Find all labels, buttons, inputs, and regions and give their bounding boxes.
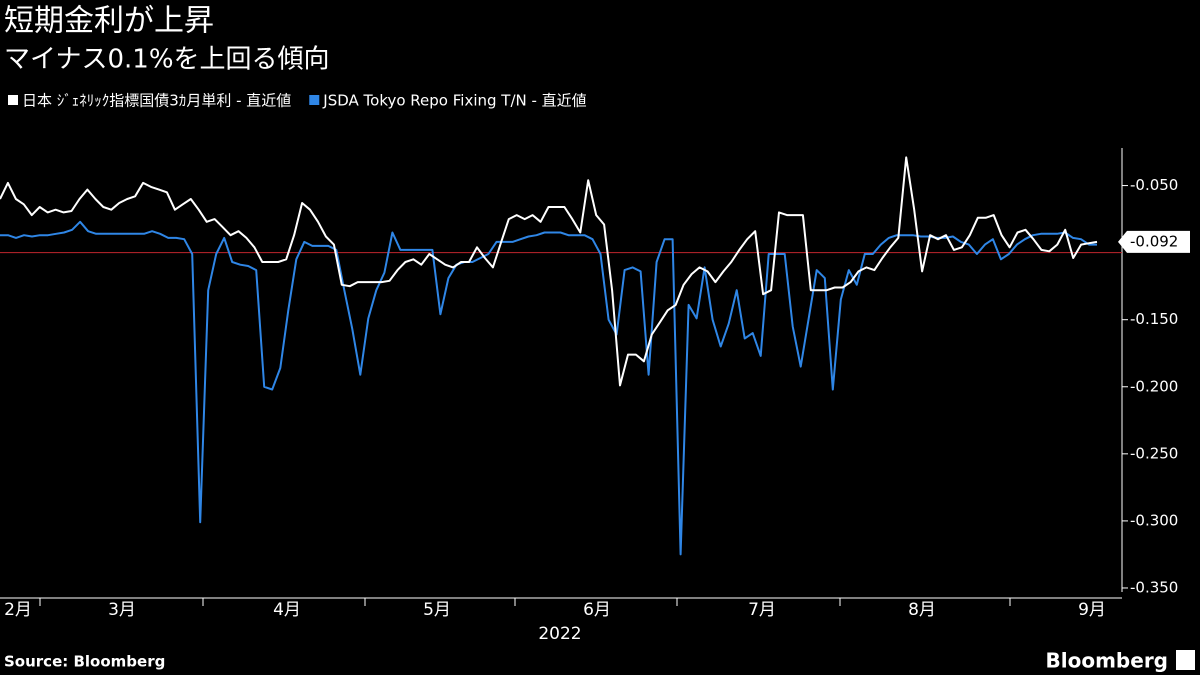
chart-title: 短期金利が上昇 bbox=[4, 4, 214, 39]
y-tick-label: -0.350 bbox=[1130, 578, 1178, 596]
y-tick-label: -0.050 bbox=[1130, 176, 1178, 194]
x-tick-label: 9月 bbox=[1078, 600, 1106, 620]
y-tick-label: -0.300 bbox=[1130, 511, 1178, 529]
x-tick-label: 2月 bbox=[4, 600, 32, 620]
x-tick-label: 3月 bbox=[108, 600, 136, 620]
legend-swatch bbox=[309, 95, 320, 105]
chart-subtitle: マイナス0.1%を上回る傾向 bbox=[4, 45, 330, 75]
y-tick-label: -0.250 bbox=[1130, 444, 1178, 462]
y-tick-label: -0.200 bbox=[1130, 377, 1178, 395]
legend-label: 日本 ｼﾞｪﾈﾘｯｸ指標国債3ｶ月単利 - 直近値 bbox=[22, 92, 291, 110]
brand: Bloomberg bbox=[1046, 649, 1168, 673]
source: Source: Bloomberg bbox=[4, 653, 165, 671]
x-tick-label: 8月 bbox=[908, 600, 936, 620]
brand-icon bbox=[1176, 650, 1195, 670]
series-line bbox=[0, 220, 1097, 556]
series-line bbox=[0, 156, 1098, 387]
legend-label: JSDA Tokyo Repo Fixing T/N - 直近値 bbox=[322, 92, 586, 110]
last-value-box bbox=[1118, 230, 1190, 253]
x-tick-label: 7月 bbox=[748, 600, 776, 620]
legend-swatch bbox=[8, 95, 18, 105]
x-tick-label: 5月 bbox=[423, 600, 451, 620]
x-tick-label: 4月 bbox=[273, 600, 301, 620]
x-year-label: 2022 bbox=[538, 624, 581, 644]
x-tick-label: 6月 bbox=[583, 600, 611, 620]
last-value-label: -0.092 bbox=[1130, 232, 1178, 250]
y-tick-label: -0.150 bbox=[1130, 310, 1178, 328]
